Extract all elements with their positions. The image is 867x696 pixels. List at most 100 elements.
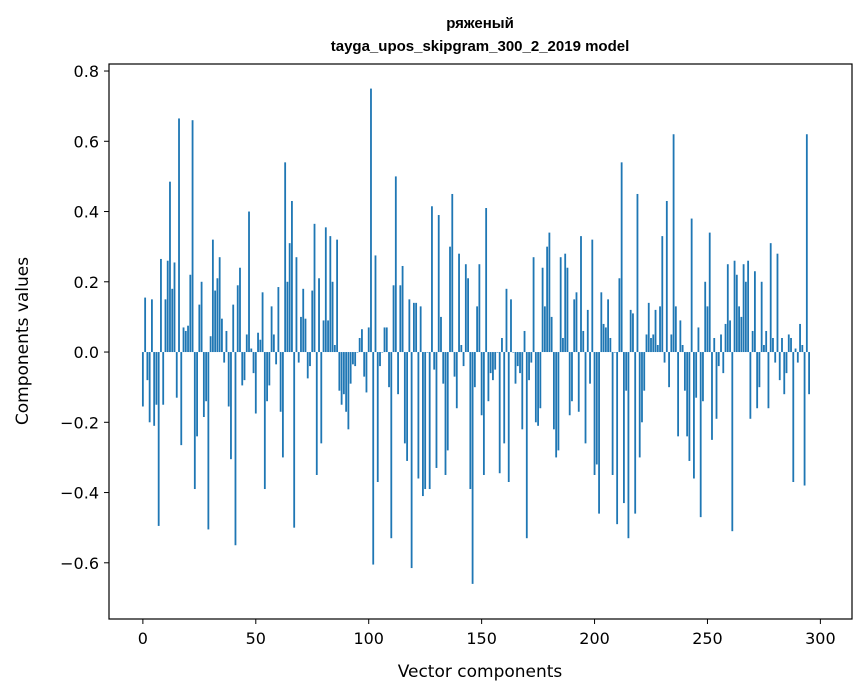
bar <box>537 352 539 426</box>
bar <box>365 352 368 393</box>
bar <box>602 323 605 353</box>
bar <box>198 304 201 353</box>
bar <box>437 215 440 353</box>
bar <box>543 306 546 353</box>
bar <box>616 352 619 525</box>
y-tick-label: 0.2 <box>74 273 99 292</box>
bar <box>487 352 490 402</box>
bar <box>277 287 280 353</box>
bar <box>223 352 226 363</box>
bar <box>478 264 481 353</box>
bar <box>496 352 499 353</box>
bar <box>394 176 397 353</box>
bar <box>157 352 160 526</box>
bar <box>428 352 431 490</box>
bar <box>767 352 770 409</box>
bar <box>205 352 208 402</box>
bar <box>636 193 639 353</box>
bar <box>512 352 515 353</box>
x-tick-label: 100 <box>353 629 384 648</box>
y-tick-label: 0.8 <box>74 62 99 81</box>
bar <box>742 264 745 353</box>
bar <box>623 352 625 504</box>
y-tick-label: −0.2 <box>60 413 99 432</box>
bar <box>769 243 772 353</box>
bar <box>532 257 535 353</box>
bar <box>722 352 725 374</box>
bar <box>528 352 530 381</box>
bar <box>141 352 144 407</box>
bar <box>778 352 781 381</box>
bar <box>406 352 409 461</box>
bar <box>340 352 343 405</box>
bar <box>638 352 641 458</box>
bar <box>659 306 661 353</box>
bar <box>625 352 628 391</box>
bar <box>573 299 576 353</box>
bar <box>322 320 325 353</box>
bar <box>259 339 262 353</box>
bar <box>607 299 609 353</box>
bar <box>227 352 230 407</box>
bar <box>724 323 727 353</box>
y-tick-label: 0.4 <box>74 203 99 222</box>
bar <box>300 316 302 353</box>
bar <box>379 352 381 367</box>
bar <box>288 243 291 353</box>
bar <box>254 352 257 414</box>
bar <box>713 337 716 353</box>
bar <box>600 292 603 353</box>
bar <box>304 318 307 353</box>
bar <box>505 288 508 353</box>
bar <box>683 352 686 391</box>
bar <box>503 352 506 444</box>
bar <box>417 352 420 479</box>
bar <box>595 352 598 465</box>
bar <box>546 246 549 353</box>
bar <box>541 267 544 353</box>
bar <box>751 330 754 353</box>
x-tick-label: 200 <box>579 629 610 648</box>
bar <box>498 352 501 474</box>
bar <box>250 348 253 353</box>
bar <box>674 306 677 353</box>
bar <box>521 352 524 430</box>
bar <box>735 274 738 353</box>
bar <box>702 352 704 402</box>
bar <box>548 232 551 353</box>
bar <box>297 352 300 363</box>
bar <box>672 134 675 353</box>
bar <box>347 352 350 430</box>
bar <box>281 352 284 458</box>
bar <box>320 352 323 444</box>
bar <box>749 352 752 419</box>
bar <box>458 253 460 353</box>
bar <box>720 334 722 353</box>
chart-subtitle: tayga_upos_skipgram_300_2_2019 model <box>331 38 630 55</box>
bar <box>688 352 691 461</box>
bar <box>604 327 607 353</box>
y-axis-ticks: −0.6 −0.4 −0.2 0.0 0.2 0.4 0.6 0.8 <box>60 62 109 573</box>
bar <box>196 352 198 437</box>
bar <box>679 320 682 353</box>
bar <box>257 332 259 353</box>
bar <box>207 352 210 530</box>
bar <box>577 352 580 412</box>
bar <box>455 352 458 409</box>
bar <box>726 264 729 353</box>
y-tick-label: −0.6 <box>60 554 99 573</box>
bar <box>523 330 526 353</box>
bar <box>202 352 205 418</box>
bar <box>241 352 244 386</box>
bar <box>555 352 558 458</box>
bar <box>356 352 359 353</box>
bar <box>609 337 612 353</box>
bar <box>187 325 189 353</box>
bar <box>275 352 278 365</box>
x-tick-label: 0 <box>138 629 148 648</box>
bar <box>801 345 804 353</box>
bar <box>654 309 657 353</box>
bar <box>338 352 341 391</box>
bar <box>783 352 786 395</box>
